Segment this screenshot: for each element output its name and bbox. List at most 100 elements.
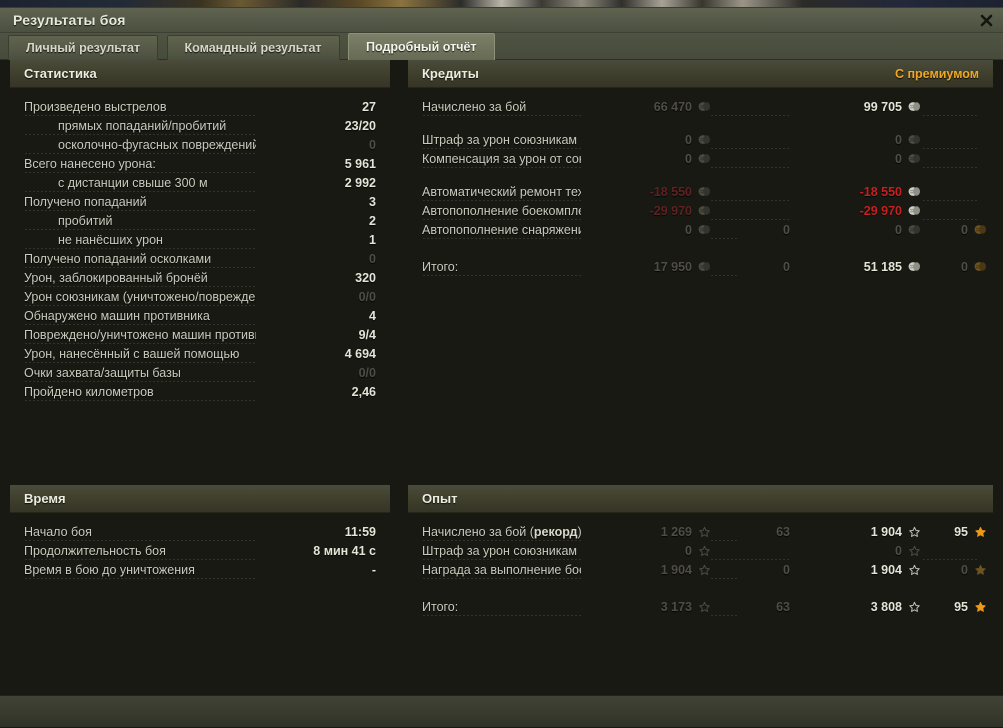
value-cell: 0 — [581, 541, 711, 561]
value-cell: 99 705 — [791, 97, 921, 117]
value-cell: 3 173 — [581, 597, 711, 617]
value-number: 1 904 — [870, 563, 902, 577]
stat-row: пробитий 2 — [24, 212, 376, 231]
value-number: 0 — [783, 260, 790, 274]
value-number: 63 — [776, 525, 790, 539]
xp-star-icon — [908, 526, 921, 537]
value-cell: 0 — [921, 220, 987, 240]
value-cell: 1 904 — [581, 560, 711, 580]
value-number: 0 — [961, 260, 968, 274]
value-cell: 0 — [921, 257, 987, 277]
credits-icon — [908, 101, 921, 112]
stat-row: Получено попаданий осколками 0 — [24, 250, 376, 269]
value-cell: 3 808 — [791, 597, 921, 617]
tab-team-result[interactable]: Командный результат — [166, 35, 340, 60]
free-xp-star-icon — [974, 601, 987, 612]
stat-value: 2 992 — [256, 174, 376, 193]
value-cell: -29 970 — [791, 201, 921, 221]
time-label: Время в бою до уничтожения — [24, 563, 200, 577]
row-label: Начислено за бой (рекорд) — [422, 525, 587, 539]
time-value: - — [256, 561, 376, 580]
stat-value: 9/4 — [256, 326, 376, 345]
tab-bar: Личный результат Командный результат Под… — [0, 33, 1003, 60]
tab-personal-result[interactable]: Личный результат — [8, 35, 159, 60]
panel-credits-title: Кредиты — [422, 66, 479, 81]
experience-rows: Начислено за бой (рекорд) 1 269 63 1 904 95 Ш… — [408, 513, 993, 617]
stat-label: Очки захвата/защиты базы — [24, 366, 186, 380]
credits-row: Автопополнение боекомплекта -29 970 -29 97… — [422, 201, 979, 221]
stat-value: 3 — [256, 193, 376, 212]
panel-time: Время Начало боя 11:59 Продолжительность б… — [10, 485, 390, 580]
value-number: 1 904 — [870, 525, 902, 539]
value-cell: 1 904 — [791, 522, 921, 542]
stat-row: не нанёсших урон 1 — [24, 231, 376, 250]
credits-icon — [908, 261, 921, 272]
value-cell: 1 269 — [581, 522, 711, 542]
value-cell: 95 — [921, 522, 987, 542]
stat-value: 4 — [256, 307, 376, 326]
value-number: 95 — [954, 525, 968, 539]
credits-icon — [698, 224, 711, 235]
stat-label: Произведено выстрелов — [24, 100, 172, 114]
row-label: Итого: — [422, 260, 464, 274]
row-label: Начислено за бой — [422, 100, 532, 114]
credits-icon — [908, 224, 921, 235]
page-title: Результаты боя — [13, 12, 126, 28]
value-cell: 1 904 — [791, 560, 921, 580]
stat-label: прямых попаданий/пробитий — [24, 119, 232, 133]
credits-icon — [908, 134, 921, 145]
value-number: -18 550 — [649, 185, 692, 199]
row-label: Автопополнение снаряжения — [422, 223, 597, 237]
value-cell: 0 — [581, 130, 711, 150]
value-number: 1 904 — [660, 563, 692, 577]
xp-star-icon — [908, 545, 921, 556]
experience-row: Штраф за урон союзникам 0 0 — [422, 541, 979, 561]
xp-star-icon — [698, 545, 711, 556]
window-footer — [0, 695, 1003, 727]
time-rows: Начало боя 11:59 Продолжительность боя 8 ми… — [10, 513, 390, 580]
stat-label: Повреждено/уничтожено машин противника — [24, 328, 287, 342]
row-label: Компенсация за урон от союзников — [422, 152, 632, 166]
time-label: Начало боя — [24, 525, 97, 539]
stat-label: с дистанции свыше 300 м — [24, 176, 213, 190]
value-cell: 17 950 — [581, 257, 711, 277]
experience-row: Награда за выполнение боевых задач 1 904 0… — [422, 560, 987, 580]
stat-row: Урон союзникам (уничтожено/повреждений) 0… — [24, 288, 376, 307]
value-number: 0 — [783, 223, 790, 237]
panel-statistics: Статистика Произведено выстрелов 27 прямых… — [10, 60, 390, 402]
value-number: 0 — [685, 152, 692, 166]
value-number: 1 269 — [660, 525, 692, 539]
value-number: 0 — [961, 223, 968, 237]
panel-experience-header: Опыт — [408, 485, 993, 513]
gold-icon — [974, 224, 987, 235]
value-cell: 0 — [791, 130, 921, 150]
stat-row: Произведено выстрелов 27 — [24, 98, 376, 117]
xp-star-icon — [698, 601, 711, 612]
tab-detailed-report[interactable]: Подробный отчёт — [348, 33, 495, 60]
row-label: Автопополнение боекомплекта — [422, 204, 609, 218]
stat-value: 320 — [256, 269, 376, 288]
panel-experience: Опыт Начислено за бой (рекорд) 1 269 63 1 9… — [408, 485, 993, 617]
value-number: -29 970 — [649, 204, 692, 218]
value-number: 66 470 — [653, 100, 692, 114]
report-content: Статистика Произведено выстрелов 27 прямых… — [0, 60, 1003, 728]
panel-time-header: Время — [10, 485, 390, 513]
free-xp-star-icon — [974, 526, 987, 537]
stat-label: Урон, нанесённый с вашей помощью — [24, 347, 245, 361]
time-label: Продолжительность боя — [24, 544, 171, 558]
credits-row: Начислено за бой 66 470 99 705 — [422, 97, 979, 117]
close-icon[interactable] — [975, 10, 997, 30]
credits-icon — [698, 153, 711, 164]
value-number: 0 — [685, 223, 692, 237]
stat-row: Урон, нанесённый с вашей помощью 4 694 — [24, 345, 376, 364]
credits-row: Итого: 17 950 0 51 185 0 — [422, 257, 987, 277]
value-number: 3 808 — [870, 600, 902, 614]
stat-label: не нанёсших урон — [24, 233, 168, 247]
stat-label: Пройдено километров — [24, 385, 159, 399]
value-cell: 0 — [791, 149, 921, 169]
value-number: 99 705 — [863, 100, 902, 114]
stat-value: 5 961 — [256, 155, 376, 174]
stat-label: Урон союзникам (уничтожено/повреждений) — [24, 290, 286, 304]
panel-statistics-title: Статистика — [24, 66, 97, 81]
credits-icon — [698, 101, 711, 112]
